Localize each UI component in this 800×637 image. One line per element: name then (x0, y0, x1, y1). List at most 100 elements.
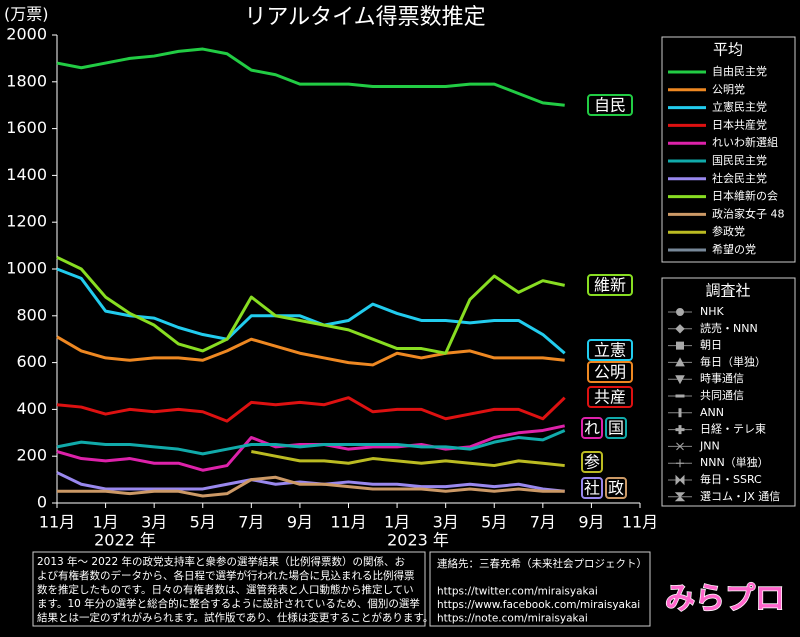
x-tick-label: 3月 (141, 513, 167, 532)
survey-legend-marker (675, 425, 685, 435)
end-label: 政 (608, 479, 624, 498)
survey-legend-marker (676, 308, 685, 316)
end-label-box (587, 386, 633, 408)
year-label: 2023 年 (387, 531, 449, 550)
legend-label: 社会民主党 (712, 171, 767, 185)
survey-legend-marker (675, 474, 685, 486)
survey-legend-marker (675, 375, 685, 385)
legend-title: 平均 (713, 41, 743, 59)
series-line (251, 450, 565, 468)
survey-legend-label: ANN (700, 406, 724, 419)
chart-title: リアルタイム得票数推定 (244, 5, 485, 30)
survey-legend-marker (675, 324, 685, 334)
legend-label: 自由民主党 (712, 64, 767, 78)
x-tick-label: 7月 (530, 513, 556, 532)
survey-legend-label: 毎日（単独） (700, 354, 766, 368)
end-label: 共産 (594, 388, 626, 407)
end-label: 公明 (594, 363, 626, 382)
legend-label: 日本共産党 (712, 117, 767, 131)
series-line (57, 475, 565, 498)
end-label: 国 (608, 419, 624, 438)
x-tick-label: 11月 (39, 513, 75, 532)
x-tick-label: 5月 (481, 513, 507, 532)
end-label: 参 (584, 453, 600, 472)
legend-label: れいわ新選組 (712, 135, 778, 149)
contact-line: https://note.com/miraisyakai (437, 613, 588, 625)
series-line (56, 335, 565, 367)
end-label: 維新 (594, 276, 626, 295)
end-label: 立憲 (594, 341, 626, 360)
y-tick-label: 200 (16, 446, 47, 465)
logo: みらプロ (665, 582, 785, 617)
y-tick-label: 400 (16, 399, 47, 418)
x-tick-label: 1月 (384, 513, 410, 532)
survey-legend-marker (674, 492, 686, 502)
contact-line: 連絡先：三春充希（未来社会プロジェクト） (437, 557, 647, 570)
x-tick-label: 7月 (238, 513, 264, 532)
legend-label: 希望の党 (712, 242, 756, 256)
survey-legend-marker (676, 459, 684, 468)
end-label-box (581, 451, 603, 473)
y-tick-label: 600 (16, 352, 47, 371)
y-tick-label: 1200 (6, 212, 47, 231)
survey-legend-label: 朝日 (700, 339, 722, 352)
series-line (56, 255, 566, 355)
y-tick-label: 2000 (6, 25, 47, 44)
survey-legend-marker (676, 341, 684, 350)
x-tick-label: 11月 (330, 513, 366, 532)
end-label-box (581, 417, 603, 439)
x-tick-label: 5月 (190, 513, 216, 532)
series-line (56, 47, 565, 107)
y-tick-label: 1400 (6, 165, 47, 184)
legend-label: 日本維新の会 (712, 189, 778, 203)
end-label-box (605, 417, 627, 439)
end-label-box (605, 477, 627, 499)
legend-label: 政治家女子 48 (712, 206, 785, 220)
contact-line: https://www.facebook.com/miraisyakai (437, 599, 640, 611)
survey-legend-frame (661, 277, 796, 507)
x-tick-label: 3月 (433, 513, 459, 532)
legend-label: 公明党 (712, 83, 745, 96)
note-frame (32, 551, 426, 627)
survey-legend-label: 毎日・SSRC (700, 473, 762, 486)
end-label-box (587, 94, 633, 116)
x-tick-label: 9月 (578, 513, 604, 532)
x-tick-label: 11月 (622, 513, 658, 532)
survey-legend-label: NHK (700, 305, 725, 318)
note-line: よび有権者数のデータから、各日程で選挙が行われた場合に見込まれる比例得票 (37, 569, 414, 582)
survey-legend-label: JNN (699, 439, 720, 452)
note-line: ます。10 年分の選挙と総合的に整合するように設計されているため、個別の選挙 (37, 597, 420, 610)
survey-legend-title: 調査社 (705, 282, 750, 300)
survey-legend-marker (675, 357, 685, 367)
survey-legend-marker (678, 408, 682, 418)
contact-line: https://twitter.com/miraisyakai (437, 586, 598, 598)
survey-legend-label: 選コム・JX 通信 (700, 490, 780, 503)
series-line (56, 429, 566, 456)
y-tick-label: 1000 (6, 259, 47, 278)
end-label: 社 (584, 479, 600, 498)
end-label-box (587, 361, 633, 383)
end-label-box (587, 339, 633, 361)
x-tick-label: 1月 (92, 513, 118, 532)
survey-legend-label: 日経・テレ東 (700, 423, 766, 436)
year-label: 2022 年 (94, 531, 156, 550)
note-line: 数を推定したものです。日々の有権者数は、選管発表と人口動態から推定してい (37, 583, 414, 596)
y-unit: (万票) (4, 5, 49, 24)
end-label-box (587, 274, 633, 296)
end-label: 自民 (594, 96, 626, 115)
legend-label: 参政党 (712, 224, 745, 238)
end-label-box (581, 477, 603, 499)
survey-legend-label: 共同通信 (700, 389, 744, 402)
legend-label: 国民民主党 (712, 154, 767, 167)
survey-legend-marker (675, 394, 685, 398)
series-line (56, 396, 566, 423)
y-tick-label: 1600 (6, 118, 47, 137)
end-label: れ (584, 419, 600, 438)
contact-frame (429, 551, 651, 627)
survey-legend-label: NNN（単独） (700, 455, 769, 469)
y-tick-label: 0 (37, 493, 47, 512)
survey-legend-label: 時事通信 (700, 372, 744, 385)
y-tick-label: 800 (16, 305, 47, 324)
